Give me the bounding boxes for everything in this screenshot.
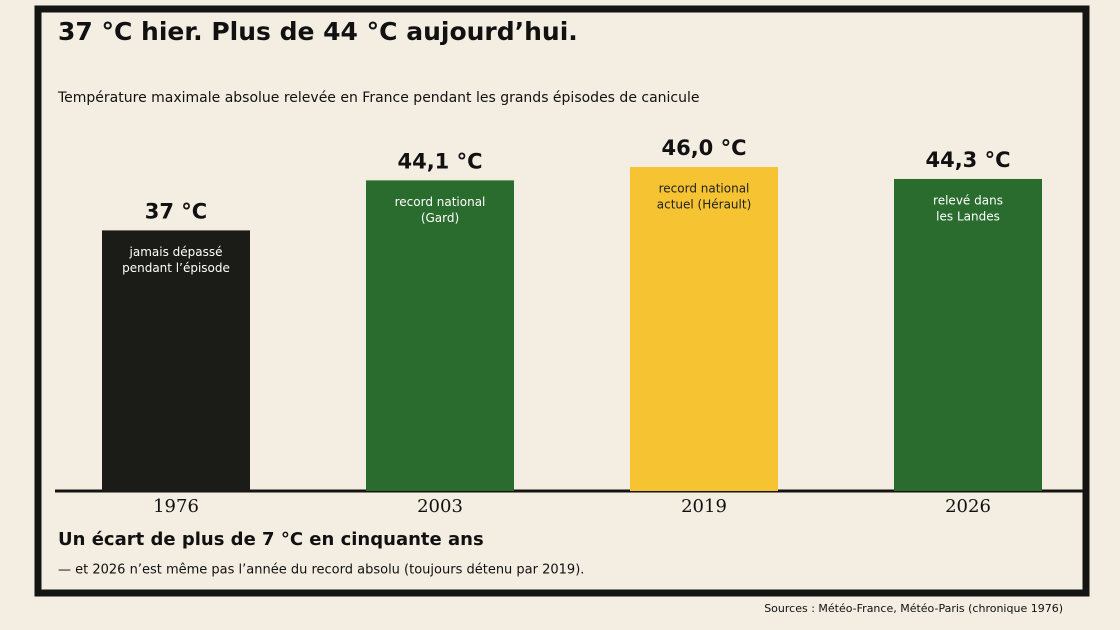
chart-subtitle: Température maximale absolue relevée en … <box>57 90 700 106</box>
chart-title: 37 °C hier. Plus de 44 °C aujourd’hui. <box>58 17 578 46</box>
bar <box>102 230 250 492</box>
bar-note: (Gard) <box>421 211 459 225</box>
bar-note: jamais dépassé <box>129 245 223 259</box>
x-tick-label: 2019 <box>681 496 727 517</box>
value-label: 37 °C <box>145 199 207 223</box>
bar <box>630 167 778 491</box>
bar-note: les Landes <box>936 209 1000 223</box>
bar-note: actuel (Hérault) <box>657 198 752 212</box>
bar-note: record national <box>395 195 486 209</box>
value-label: 44,1 °C <box>397 149 482 173</box>
bar <box>366 180 514 491</box>
bar-note: relevé dans <box>933 193 1003 207</box>
takeaway: Un écart de plus de 7 °C en cinquante an… <box>58 529 484 550</box>
x-tick-label: 1976 <box>153 496 199 517</box>
bar-note: pendant l’épisode <box>122 261 230 275</box>
value-label: 46,0 °C <box>661 136 746 160</box>
bar-note: record national <box>659 182 750 196</box>
note: — et 2026 n’est même pas l’année du reco… <box>58 563 584 578</box>
x-tick-label: 2026 <box>945 496 991 517</box>
source: Sources : Météo-France, Météo-Paris (chr… <box>764 602 1063 615</box>
bar <box>894 178 1042 491</box>
x-tick-label: 2003 <box>417 496 463 517</box>
frame <box>34 5 1090 597</box>
value-label: 44,3 °C <box>925 148 1010 172</box>
